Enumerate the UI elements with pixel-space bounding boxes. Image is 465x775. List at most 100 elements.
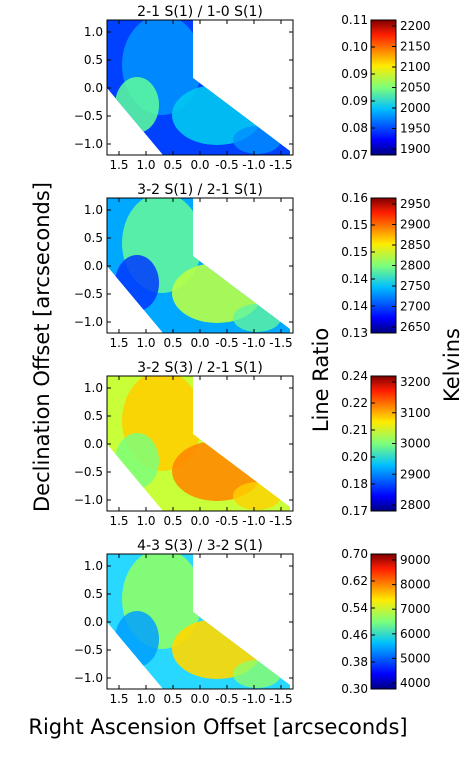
colorbar: 3200 3100 3000 2900 2800 0.24 0.22 0.21 0.20 0.18… <box>341 369 430 518</box>
x-tick-label: 1.0 <box>136 514 155 528</box>
y-tick-label: −0.5 <box>74 109 103 123</box>
colorbar-ratio-tick: 0.09 <box>341 94 368 108</box>
colorbar-ratio-tick: 0.30 <box>341 682 368 696</box>
colorbar-ratio-tick: 0.22 <box>341 396 368 410</box>
colorbar-kelvin-tick: 2200 <box>400 19 431 33</box>
x-tick-label: -0.5 <box>215 158 238 172</box>
y-tick-label: −1.0 <box>74 493 103 507</box>
contour-regions <box>115 554 281 688</box>
colorbar-ratio-tick: 0.46 <box>341 628 368 642</box>
colorbar-ratio-tick: 0.08 <box>341 121 368 135</box>
colorbar-kelvin-tick: 2950 <box>400 197 431 211</box>
subplot-title: 4-3 S(3) / 3-2 S(1) <box>137 538 263 554</box>
x-tick-label: -1.5 <box>269 158 292 172</box>
colorbar-kelvin-tick: 1950 <box>400 122 431 136</box>
y-tick-label: 0.0 <box>84 259 103 273</box>
colorbar: 2200 2150 2100 2050 2000 1950 1900 0.11 0.10 0.09… <box>341 13 430 162</box>
colorbar-gradient <box>370 197 397 334</box>
colorbar-kelvin-tick: 7000 <box>400 602 431 616</box>
y-tick-label: 1.0 <box>84 25 103 39</box>
colorbar-ratio-tick: 0.18 <box>341 477 368 491</box>
x-tick-label: 0.5 <box>163 336 182 350</box>
x-tick-label: 1.0 <box>136 158 155 172</box>
colorbar-ratio-tick: 0.14 <box>341 272 368 286</box>
colorbar-ratio-tick: 0.70 <box>341 547 368 561</box>
x-tick-label: 1.0 <box>136 336 155 350</box>
colorbar-kelvin-tick: 2800 <box>400 259 431 273</box>
x-tick-label: -1.0 <box>242 158 265 172</box>
x-tick-label: -0.5 <box>215 514 238 528</box>
y-tick-label: −0.5 <box>74 643 103 657</box>
colorbar-kelvin-tick: 3200 <box>400 375 431 389</box>
y-tick-label: 1.0 <box>84 203 103 217</box>
colorbar-ratio-tick: 0.62 <box>341 574 368 588</box>
y-tick-label: 0.5 <box>84 53 103 67</box>
y-tick-label: 0.0 <box>84 437 103 451</box>
subplot-title: 2-1 S(1) / 1-0 S(1) <box>137 4 263 20</box>
colorbar-kelvin-tick: 2900 <box>400 467 431 481</box>
colorbar-ratio-tick: 0.11 <box>341 13 368 27</box>
colorbar-kelvin-tick: 2000 <box>400 101 431 115</box>
colorbar-ratio-tick: 0.17 <box>341 504 368 518</box>
y-tick-label: −0.5 <box>74 465 103 479</box>
colorbar-kelvin-tick: 3000 <box>400 437 431 451</box>
y-tick-label: −0.5 <box>74 287 103 301</box>
colorbar-ratio-tick: 0.20 <box>341 450 368 464</box>
y-tick-label: 0.5 <box>84 409 103 423</box>
colorbar-ratio-tick: 0.38 <box>341 655 368 669</box>
colorbar-kelvin-tick: 2900 <box>400 218 431 232</box>
x-tick-label: 1.5 <box>109 692 128 706</box>
colorbar-ratio-tick: 0.14 <box>341 299 368 313</box>
x-axis-label: Right Ascension Offset [arcseconds] <box>28 715 407 739</box>
colorbar-ratio-tick: 0.15 <box>341 245 368 259</box>
x-tick-label: -1.0 <box>242 514 265 528</box>
contour-regions <box>115 20 281 154</box>
y-tick-label: 0.5 <box>84 231 103 245</box>
colorbar-ratio-label: Line Ratio <box>309 328 333 432</box>
y-tick-label: −1.0 <box>74 315 103 329</box>
x-tick-label: -1.0 <box>242 336 265 350</box>
subplot-2: 3-2 S(1) / 2-1 S(1) 1.5 1.0 0.5 0.0 -0.5 -1.0-… <box>74 182 431 350</box>
colorbar-kelvin-tick: 8000 <box>400 578 431 592</box>
colorbar: 9000 8000 7000 6000 5000 4000 0.70 0.62 0.54 0.46… <box>341 547 430 696</box>
subplot-3: 3-2 S(3) / 2-1 S(1) 1.5 1.0 0.5 0.0 -0.5 -1.0-… <box>74 360 431 528</box>
colorbar-ratio-tick: 0.13 <box>341 326 368 340</box>
x-tick-label: 0.0 <box>190 336 209 350</box>
y-tick-label: 0.5 <box>84 587 103 601</box>
colorbar-kelvin-tick: 2700 <box>400 300 431 314</box>
contour-regions <box>115 376 281 510</box>
colorbar-gradient <box>370 375 397 512</box>
x-tick-label: -1.5 <box>269 692 292 706</box>
colorbar-kelvin-label: Kelvins <box>440 328 464 402</box>
colorbar-kelvin-tick: 3100 <box>400 406 431 420</box>
colorbar-kelvin-tick: 2650 <box>400 320 431 334</box>
colorbar-kelvin-tick: 2850 <box>400 238 431 252</box>
colorbar-ratio-tick: 0.21 <box>341 423 368 437</box>
colorbar-ratio-tick: 0.10 <box>341 40 368 54</box>
contour-regions <box>115 198 281 332</box>
colorbar-kelvin-tick: 4000 <box>400 676 431 690</box>
x-tick-label: -1.0 <box>242 692 265 706</box>
colorbar-ratio-tick: 0.24 <box>341 369 368 383</box>
x-tick-label: 0.0 <box>190 514 209 528</box>
colorbar-ratio-tick: 0.54 <box>341 601 368 615</box>
colorbar-kelvin-tick: 2800 <box>400 498 431 512</box>
subplot-title: 3-2 S(3) / 2-1 S(1) <box>137 360 263 376</box>
x-tick-label: -0.5 <box>215 336 238 350</box>
subplot-1: 2-1 S(1) / 1-0 S(1) 1.5 1.0 0.5 0.0 -0.5 -1.0-… <box>74 4 431 172</box>
x-tick-label: 0.0 <box>190 692 209 706</box>
x-tick-label: 1.5 <box>109 336 128 350</box>
colorbar-kelvin-tick: 2100 <box>400 60 431 74</box>
y-tick-label: 1.0 <box>84 559 103 573</box>
x-tick-label: 1.5 <box>109 514 128 528</box>
colorbar-kelvin-tick: 9000 <box>400 553 431 567</box>
colorbar-ratio-tick: 0.09 <box>341 67 368 81</box>
y-axis-label: Declination Offset [arcseconds] <box>30 182 54 512</box>
colorbar-kelvin-tick: 5000 <box>400 651 431 665</box>
y-tick-label: 0.0 <box>84 615 103 629</box>
colorbar-kelvin-tick: 6000 <box>400 627 431 641</box>
x-tick-label: 1.0 <box>136 692 155 706</box>
x-tick-label: 1.5 <box>109 158 128 172</box>
colorbar-ratio-tick: 0.07 <box>341 148 368 162</box>
